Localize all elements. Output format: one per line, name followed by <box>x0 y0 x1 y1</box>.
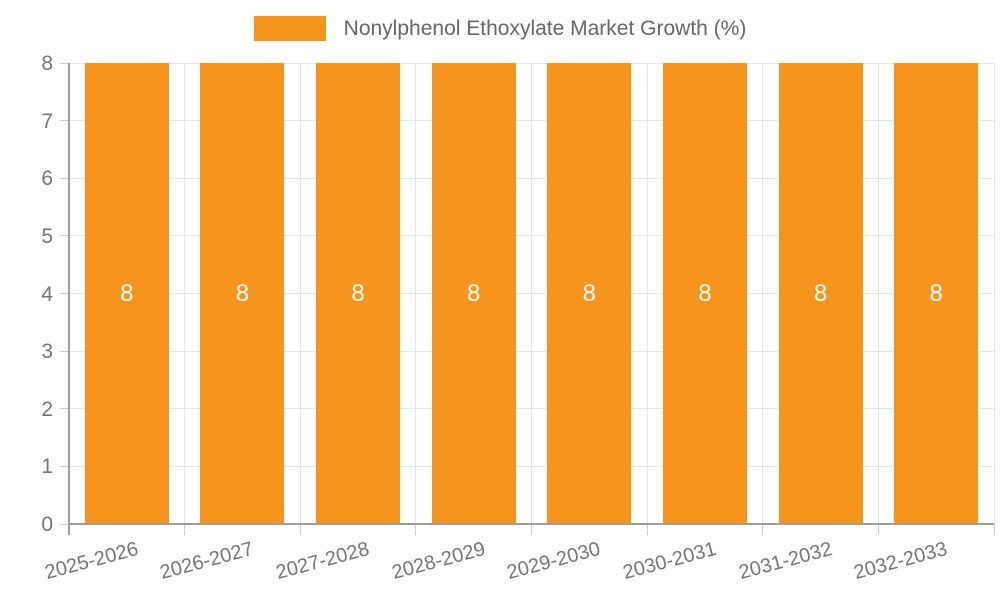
gridline-vertical <box>299 63 301 524</box>
x-tick-mark <box>184 524 186 535</box>
x-tick-mark <box>646 524 648 535</box>
y-tick-mark <box>60 523 69 525</box>
bar[interactable] <box>84 63 169 524</box>
gridline-vertical <box>646 63 648 524</box>
y-tick-mark <box>60 177 69 179</box>
bar[interactable] <box>778 63 863 524</box>
gridline-vertical <box>415 63 417 524</box>
bar-value-label: 8 <box>582 279 596 307</box>
y-tick-label: 8 <box>41 52 53 75</box>
y-tick-mark <box>60 235 69 237</box>
y-tick-mark <box>60 120 69 122</box>
y-tick-label: 0 <box>41 513 53 536</box>
bar-value-label: 8 <box>235 279 250 307</box>
y-tick-mark <box>60 350 69 352</box>
x-tick-mark <box>531 524 532 535</box>
bar[interactable] <box>547 63 632 524</box>
x-tick-mark <box>762 524 764 535</box>
chart-legend[interactable]: Nonylphenol Ethoxylate Market Growth (%) <box>0 16 1000 41</box>
y-tick-label: 7 <box>41 109 53 133</box>
y-tick-label: 5 <box>41 224 53 248</box>
legend-swatch <box>253 16 326 41</box>
bar[interactable] <box>431 63 516 524</box>
y-tick-label: 4 <box>41 282 53 306</box>
y-tick-mark <box>60 465 69 467</box>
gridline-vertical <box>877 63 879 524</box>
x-tick-mark <box>993 524 995 535</box>
bar-value-label: 8 <box>929 279 943 307</box>
x-tick-mark <box>415 524 417 535</box>
bar-value-label: 8 <box>351 279 365 307</box>
gridline-vertical <box>531 63 532 524</box>
x-tick-mark <box>299 524 301 535</box>
y-tick-mark <box>60 408 69 410</box>
legend-label: Nonylphenol Ethoxylate Market Growth (%) <box>343 16 747 40</box>
x-tick-mark <box>877 524 879 535</box>
y-tick-label: 1 <box>41 455 53 479</box>
bar[interactable] <box>662 63 747 524</box>
x-axis-line <box>68 523 994 525</box>
bar[interactable] <box>200 63 285 524</box>
y-tick-mark <box>60 62 69 64</box>
bar[interactable] <box>316 63 401 524</box>
bar[interactable] <box>894 63 979 524</box>
bar-value-label: 8 <box>467 279 481 307</box>
y-tick-label: 2 <box>41 397 53 421</box>
bar-value-label: 8 <box>120 279 134 307</box>
bar-value-label: 8 <box>813 279 828 307</box>
bar-value-label: 8 <box>698 279 712 307</box>
gridline-vertical <box>993 63 995 524</box>
gridline-vertical <box>762 63 764 524</box>
y-tick-mark <box>60 293 69 294</box>
y-tick-label: 6 <box>41 167 53 191</box>
gridline-vertical <box>184 63 186 524</box>
y-tick-label: 3 <box>41 340 53 364</box>
y-axis-line <box>68 63 70 535</box>
